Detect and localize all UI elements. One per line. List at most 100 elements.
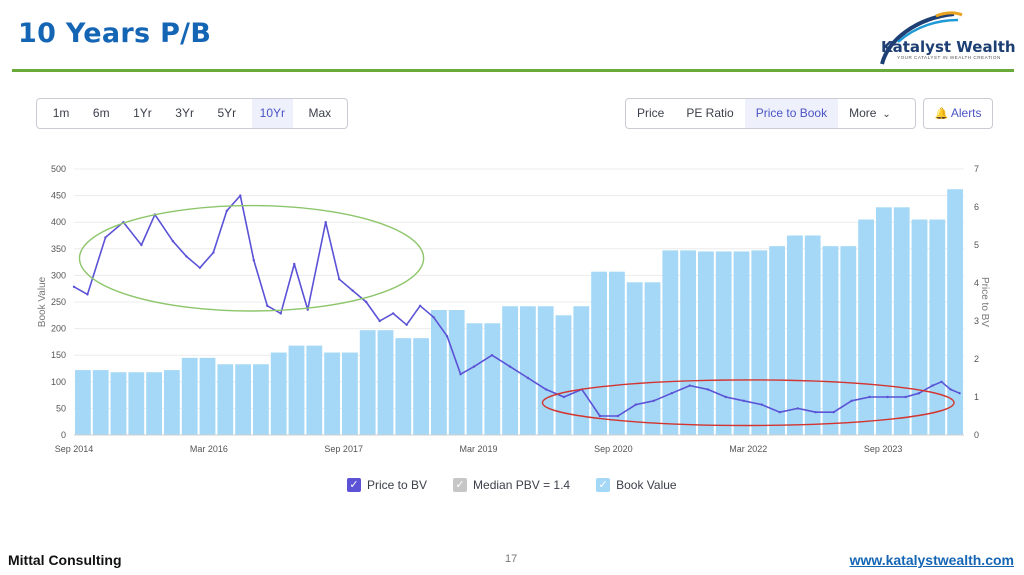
- book-value-bar: [359, 330, 376, 435]
- pbv-point: [778, 411, 781, 414]
- y-left-tick-label: 200: [51, 324, 66, 334]
- pbv-point: [760, 403, 763, 406]
- pbv-point: [868, 395, 871, 399]
- y-left-tick-label: 0: [61, 430, 66, 440]
- time-range-1yr[interactable]: 1Yr: [133, 106, 152, 120]
- pbv-point: [239, 194, 242, 197]
- book-value-bar: [484, 323, 501, 435]
- pbv-point: [949, 388, 952, 391]
- pbv-point: [405, 323, 408, 326]
- pbv-point: [212, 251, 215, 254]
- annotation-green-ellipse: [78, 204, 425, 312]
- pbv-point: [391, 312, 395, 315]
- legend-book-value[interactable]: ✓ Book Value: [596, 478, 677, 492]
- book-value-bar: [431, 309, 447, 435]
- pbv-point: [688, 384, 692, 387]
- view-price-button[interactable]: Price: [637, 106, 665, 120]
- y-right-axis-title: Price to BV: [979, 277, 990, 327]
- pbv-point: [418, 304, 422, 307]
- pbv-point: [832, 411, 835, 414]
- pbv-point: [958, 392, 961, 395]
- book-value-bar: [520, 306, 536, 435]
- time-range-10yr[interactable]: 10Yr: [251, 99, 294, 128]
- time-range-1m[interactable]: 1m: [52, 106, 70, 120]
- book-value-bar: [413, 338, 429, 435]
- slide-title: 10 Years P/B: [18, 18, 212, 49]
- y-left-tick-label: 100: [51, 377, 66, 387]
- book-value-bar: [840, 246, 857, 435]
- pbv-point: [931, 384, 934, 387]
- pbv-point: [378, 319, 381, 323]
- logo-tagline: YOUR CATALYST IN WEALTH CREATION: [897, 55, 1001, 60]
- x-tick-label: Sep 2023: [864, 444, 903, 454]
- book-value-bar: [715, 251, 732, 435]
- more-dropdown[interactable]: More ⌄: [838, 99, 902, 128]
- pbv-point: [508, 365, 512, 368]
- book-value-bar: [680, 250, 696, 435]
- book-value-bar: [217, 364, 234, 435]
- website-link[interactable]: www.katalystwealth.com: [849, 552, 1014, 568]
- page-number: 17: [505, 553, 518, 565]
- time-range-max[interactable]: Max: [308, 106, 332, 120]
- y-right-tick-label: 3: [974, 316, 979, 326]
- book-value-bar: [626, 282, 643, 435]
- pbv-point: [72, 285, 76, 288]
- pbv-point: [338, 278, 341, 281]
- pbv-point: [652, 399, 656, 402]
- book-value-bar: [929, 219, 946, 435]
- y-left-tick-label: 150: [51, 350, 66, 360]
- book-value-bar: [288, 345, 305, 435]
- annotation-red-ellipse: [541, 379, 955, 427]
- x-tick-label: Mar 2019: [460, 444, 498, 454]
- pbv-point: [670, 392, 674, 395]
- time-range-5yr[interactable]: 5Yr: [217, 106, 237, 120]
- pbv-point: [351, 289, 354, 292]
- book-value-bar: [733, 251, 750, 435]
- pbv-point: [904, 395, 907, 399]
- book-value-bar: [537, 306, 554, 435]
- time-range-3yr[interactable]: 3Yr: [175, 106, 194, 120]
- pbv-point: [598, 414, 602, 418]
- legend-price-to-bv[interactable]: ✓ Price to BV: [347, 478, 427, 492]
- y-right-tick-label: 2: [974, 354, 979, 364]
- y-left-tick-label: 350: [51, 244, 66, 254]
- y-right-tick-label: 6: [974, 202, 979, 212]
- more-label: More: [849, 106, 877, 120]
- book-value-bar: [787, 235, 803, 435]
- alerts-label: Alerts: [950, 106, 982, 120]
- book-value-bar: [448, 309, 465, 435]
- book-value-bar: [395, 338, 412, 435]
- chart-legend: ✓ Price to BV ✓ Median PBV = 1.4 ✓ Book …: [347, 478, 677, 492]
- y-left-tick-label: 300: [51, 270, 66, 280]
- time-range-6m[interactable]: 6m: [92, 106, 110, 120]
- pbv-point: [364, 300, 368, 304]
- pbv-point: [432, 316, 435, 319]
- view-price-to-book-button[interactable]: Price to Book: [744, 99, 839, 128]
- pbv-point: [472, 365, 476, 368]
- book-value-bar: [92, 370, 109, 435]
- book-value-bar: [947, 189, 963, 435]
- book-value-bar: [146, 372, 162, 435]
- y-right-tick-label: 7: [974, 164, 979, 174]
- y-left-axis-title: Book Value: [37, 276, 48, 327]
- pbv-point: [634, 403, 638, 406]
- view-pe-ratio-button[interactable]: PE Ratio: [686, 106, 734, 120]
- pbv-point: [266, 304, 269, 307]
- pbv-point: [616, 414, 620, 418]
- alerts-button[interactable]: 🔔 Alerts: [923, 98, 993, 129]
- y-left-tick-label: 50: [56, 403, 66, 413]
- pbv-point: [279, 312, 282, 315]
- pbv-point: [742, 399, 745, 402]
- checkbox-checked-icon: ✓: [596, 478, 611, 492]
- book-value-bar: [911, 219, 928, 435]
- logo-name: Katalyst Wealth: [881, 38, 1016, 56]
- x-tick-label: Sep 2014: [55, 444, 94, 454]
- book-value-bar: [164, 370, 180, 435]
- y-right-tick-label: 4: [974, 278, 979, 288]
- legend-median-pbv[interactable]: ✓ Median PBV = 1.4: [453, 478, 570, 492]
- book-value-bar: [876, 207, 892, 435]
- y-right-tick-label: 5: [974, 240, 979, 250]
- y-right-tick-label: 1: [974, 392, 979, 402]
- book-value-bar: [324, 352, 340, 435]
- alerts-content: 🔔 Alerts: [934, 99, 981, 128]
